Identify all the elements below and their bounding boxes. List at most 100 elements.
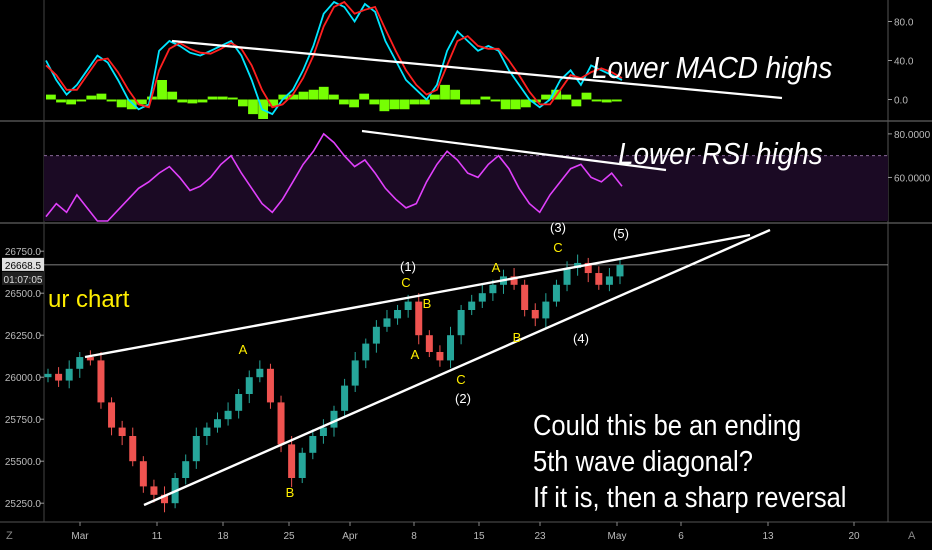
- macd-histogram-bar: [510, 99, 521, 110]
- macd-histogram-bar: [278, 94, 289, 100]
- rsi-line: [45, 132, 623, 222]
- candle-body: [44, 373, 52, 378]
- candle-body: [404, 301, 412, 310]
- candle-body: [383, 318, 391, 327]
- last-price-tag: [2, 257, 44, 271]
- bottom-left-icon[interactable]: Z: [6, 530, 13, 542]
- macd-histogram-bar: [379, 99, 390, 112]
- time-tick-label: 25: [283, 531, 295, 542]
- macd-tick-label: 80.0: [894, 18, 914, 29]
- candle-body: [362, 343, 370, 361]
- candle-body: [288, 444, 296, 478]
- wave-label: B: [513, 330, 522, 345]
- candle-body: [415, 301, 423, 336]
- commentary-line-1: Could this be an ending: [533, 410, 802, 442]
- candle-body: [192, 436, 200, 462]
- price-tick-label: 25750.0: [5, 415, 42, 426]
- wave-label: A: [411, 347, 420, 362]
- macd-histogram-bar: [318, 86, 329, 100]
- macd-histogram-bar: [177, 99, 188, 103]
- macd-histogram-bar: [217, 96, 228, 100]
- candle-body: [521, 284, 529, 310]
- macd-histogram-bar: [601, 99, 612, 103]
- candle-body: [55, 373, 63, 381]
- candle-body: [118, 427, 126, 436]
- macd-histogram-bar: [56, 99, 66, 103]
- wave-label: (3): [550, 220, 566, 235]
- macd-histogram-bar: [460, 99, 471, 105]
- candle-body: [563, 268, 571, 285]
- macd-histogram-bar: [430, 94, 440, 100]
- macd-histogram-bar: [369, 99, 380, 105]
- candle-body: [182, 461, 190, 478]
- candle-body: [531, 310, 539, 319]
- macd-signal-line: [45, 0, 623, 109]
- time-tick-label: 11: [152, 531, 163, 542]
- candle-body: [330, 410, 338, 428]
- candle-body: [76, 357, 84, 369]
- candle-body: [478, 293, 486, 302]
- last-price-label: 26668.5: [5, 261, 42, 272]
- candle-body: [542, 301, 550, 319]
- price-tick-label: 26750.0: [5, 247, 42, 258]
- price-tick-label: 26250.0: [5, 331, 42, 342]
- time-tick-label: 6: [678, 531, 684, 542]
- macd-histogram-bar: [349, 99, 359, 108]
- macd-histogram-bar: [419, 99, 430, 105]
- wave-label: (5): [613, 226, 629, 241]
- candle-body: [224, 410, 232, 420]
- macd-histogram-bar: [470, 99, 481, 105]
- rsi-annotation: Lower RSI highs: [618, 136, 823, 171]
- macd-histogram-bar: [288, 94, 299, 100]
- macd-histogram-bar: [167, 91, 178, 100]
- commentary-line-3: If it is, then a sharp reversal: [533, 482, 847, 514]
- candle-body: [341, 385, 349, 411]
- candle-body: [213, 419, 221, 428]
- lower-diagonal-trendline: [143, 228, 771, 507]
- candle-body: [150, 486, 158, 495]
- macd-tick-label: 0.0: [894, 96, 908, 107]
- candle-body: [436, 352, 444, 361]
- macd-histogram-bar: [248, 99, 258, 115]
- candle-body: [489, 284, 497, 294]
- time-tick-label: 8: [411, 531, 417, 542]
- macd-histogram-bar: [227, 97, 238, 100]
- macd-histogram-bar: [581, 92, 592, 100]
- candle-body: [552, 284, 560, 302]
- rsi-band: [44, 155, 888, 221]
- macd-histogram-bar: [571, 99, 582, 107]
- macd-histogram-bar: [66, 99, 77, 105]
- macd-histogram-bar: [106, 99, 117, 102]
- macd-histogram-bar: [157, 80, 167, 100]
- macd-annotation: Lower MACD highs: [592, 50, 833, 85]
- time-tick-label: 23: [534, 531, 546, 542]
- upper-diagonal-trendline: [84, 233, 751, 359]
- candle-body: [245, 377, 253, 394]
- macd-histogram-bar: [611, 99, 622, 102]
- candle-body: [372, 326, 380, 344]
- wave-label: C: [401, 275, 410, 290]
- candle-body: [65, 368, 73, 381]
- macd-histogram-bar: [76, 99, 87, 102]
- macd-histogram-bar: [399, 99, 410, 110]
- macd-tick-label: 40.0: [894, 57, 914, 68]
- time-tick-label: Apr: [342, 531, 358, 542]
- bottom-right-icon[interactable]: A: [908, 530, 916, 542]
- time-tick-label: May: [608, 531, 627, 542]
- candle-body: [266, 368, 274, 403]
- macd-histogram-bar: [541, 94, 551, 100]
- candle-body: [510, 276, 518, 285]
- price-tick-label: 25500.0: [5, 457, 42, 468]
- macd-histogram-bar: [339, 99, 349, 105]
- macd-histogram-bar: [86, 95, 97, 100]
- macd-histogram-bar: [136, 99, 147, 105]
- candle-body: [457, 310, 465, 336]
- wave-label: B: [423, 296, 432, 311]
- wave-label: (1): [400, 259, 416, 274]
- macd-histogram-bar: [440, 84, 450, 100]
- macd-histogram-bar: [308, 89, 319, 100]
- macd-histogram-bar: [450, 89, 461, 100]
- macd-histogram-bar: [480, 96, 491, 100]
- candle-body: [425, 335, 433, 352]
- macd-histogram-bar: [238, 99, 248, 107]
